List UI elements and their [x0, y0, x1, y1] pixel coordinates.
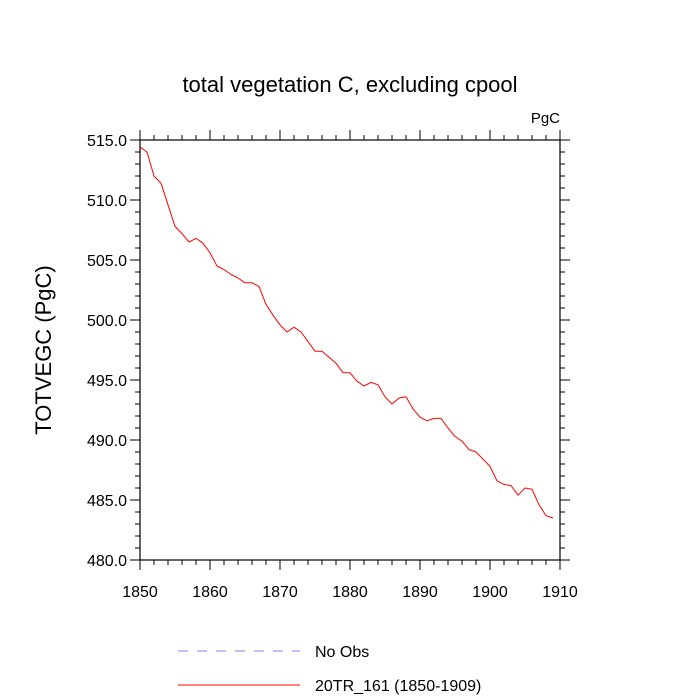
y-tick-label: 515.0 [87, 133, 127, 150]
chart-title: total vegetation C, excluding cpool [182, 72, 517, 97]
units-label: PgC [531, 110, 560, 127]
legend: No Obs 20TR_161 (1850-1909) [178, 644, 481, 695]
x-tick-label: 1860 [192, 584, 228, 601]
y-tick-label: 495.0 [87, 373, 127, 390]
y-tick-label: 505.0 [87, 253, 127, 270]
y-tick-label: 480.0 [87, 553, 127, 570]
x-tick-label: 1870 [262, 584, 298, 601]
y-tick-label: 485.0 [87, 493, 127, 510]
plot-frame [139, 139, 561, 561]
plot-series [139, 146, 554, 519]
legend-label-no-obs: No Obs [315, 644, 369, 661]
x-tick-label: 1910 [542, 584, 578, 601]
x-tick-label: 1850 [122, 584, 158, 601]
axis-tick-labels: 1850 1860 1870 1880 1890 1900 1910 480.0 485.0 49… [87, 133, 578, 601]
legend-label-20tr-161: 20TR_161 (1850-1909) [315, 678, 481, 695]
series-line-0 [139, 146, 554, 519]
axis-ticks [130, 130, 570, 570]
y-tick-label: 490.0 [87, 433, 127, 450]
y-tick-label: 510.0 [87, 193, 127, 210]
y-axis-label: TOTVEGC (PgC) [31, 265, 56, 435]
x-tick-label: 1900 [472, 584, 508, 601]
y-tick-label: 500.0 [87, 313, 127, 330]
x-tick-label: 1890 [402, 584, 438, 601]
x-tick-label: 1880 [332, 584, 368, 601]
